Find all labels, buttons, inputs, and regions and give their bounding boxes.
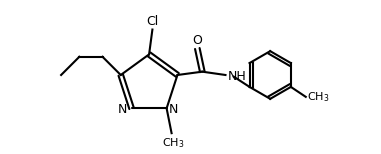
Text: NH: NH (228, 70, 247, 83)
Text: N: N (168, 103, 178, 116)
Text: CH$_3$: CH$_3$ (162, 136, 184, 150)
Text: N: N (118, 103, 128, 116)
Text: CH$_3$: CH$_3$ (307, 90, 330, 104)
Text: Cl: Cl (146, 15, 158, 28)
Text: O: O (192, 34, 202, 47)
